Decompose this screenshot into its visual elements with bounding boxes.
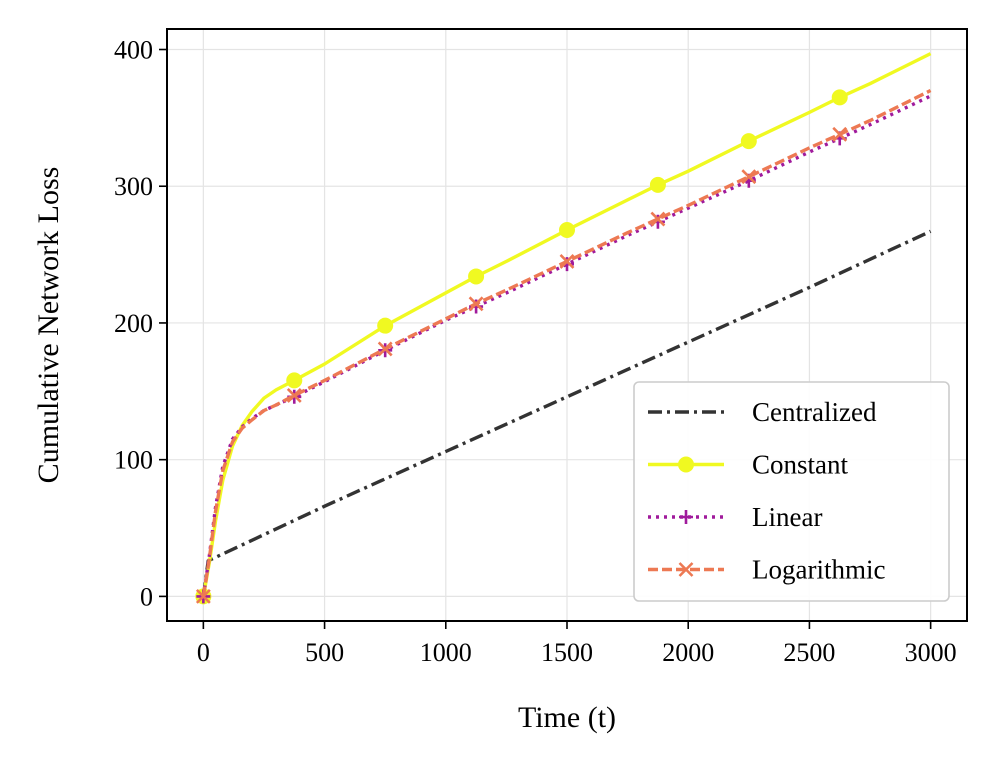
data-point-logarithmic bbox=[559, 254, 575, 269]
legend-marker-linear bbox=[679, 510, 693, 524]
data-point-constant bbox=[649, 176, 666, 193]
legend-marker-logarithmic bbox=[678, 562, 694, 577]
data-point-constant bbox=[377, 317, 394, 334]
series-layer bbox=[195, 52, 932, 605]
data-point-logarithmic bbox=[286, 387, 302, 403]
legend-marker-constant bbox=[678, 456, 694, 473]
data-point-constant bbox=[740, 133, 757, 150]
series-line-logarithmic bbox=[201, 88, 932, 597]
data-point-constant bbox=[286, 372, 303, 389]
series-line-centralized bbox=[201, 229, 932, 597]
y-tick-label: 400 bbox=[114, 36, 153, 65]
data-point-constant bbox=[831, 89, 848, 106]
data-point-logarithmic bbox=[741, 169, 757, 185]
legend: Centralized Constant Linear Logarithmic bbox=[633, 381, 950, 602]
y-tick-label: 0 bbox=[140, 582, 153, 611]
legend-label-logarithmic: Logarithmic bbox=[752, 555, 885, 585]
y-axis-label: Cumulative Network Loss bbox=[32, 167, 65, 484]
y-tick-label: 200 bbox=[114, 309, 153, 338]
x-tick-label: 1000 bbox=[420, 638, 472, 667]
legend-label-centralized: Centralized bbox=[752, 397, 877, 427]
x-tick-label: 1500 bbox=[541, 638, 593, 667]
y-tick-label: 100 bbox=[114, 446, 153, 475]
grid-lines bbox=[167, 29, 967, 621]
data-point-logarithmic bbox=[377, 341, 393, 357]
data-point-logarithmic bbox=[650, 211, 666, 227]
x-tick-label: 2500 bbox=[783, 638, 835, 667]
axis-ticks: 0 500 1000 1500 2000 2500 3000 0 100 200 300 400 bbox=[114, 36, 957, 667]
x-tick-label: 2000 bbox=[662, 638, 714, 667]
legend-box bbox=[633, 381, 950, 602]
x-tick-label: 0 bbox=[197, 638, 210, 667]
data-point-logarithmic bbox=[832, 126, 848, 142]
data-point-logarithmic bbox=[468, 296, 484, 312]
x-tick-label: 500 bbox=[305, 638, 344, 667]
y-tick-label: 300 bbox=[114, 172, 153, 201]
legend-label-linear: Linear bbox=[752, 502, 822, 532]
x-tick-label: 3000 bbox=[905, 638, 957, 667]
data-point-logarithmic bbox=[195, 588, 211, 604]
legend-label-constant: Constant bbox=[752, 450, 849, 480]
data-point-constant bbox=[559, 221, 575, 238]
x-axis-label: Time (t) bbox=[518, 701, 616, 734]
data-point-constant bbox=[468, 268, 485, 285]
